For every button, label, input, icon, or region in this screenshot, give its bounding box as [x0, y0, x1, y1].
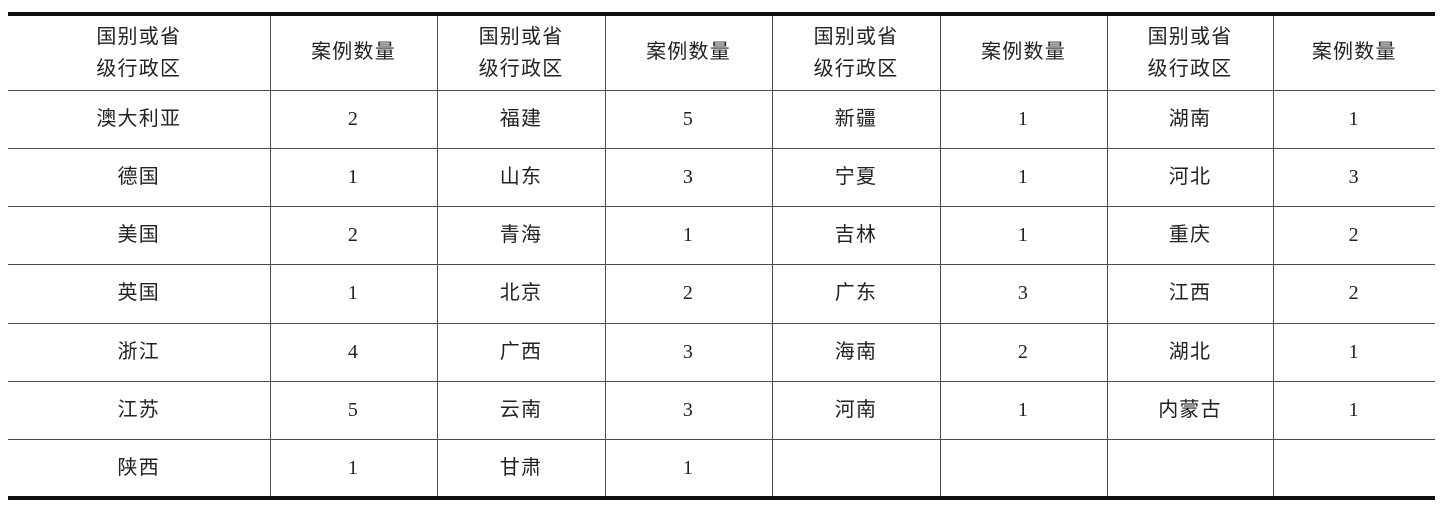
cases-by-region-table: 国别或省级行政区 案例数量 国别或省级行政区 案例数量 国别或省级行政区 案例数…	[8, 12, 1435, 500]
count-cell: 3	[604, 322, 773, 382]
region-header-label: 国别或省级行政区	[813, 25, 899, 80]
region-cell: 吉林	[771, 206, 941, 266]
table-row: 陕西 1 甘肃 1	[8, 439, 1435, 499]
region-cell: 北京	[436, 264, 606, 324]
count-cell: 3	[1272, 147, 1435, 208]
region-header-cell: 国别或省级行政区	[1106, 13, 1274, 91]
region-cell: 山东	[436, 147, 606, 208]
region-cell: 英国	[8, 264, 271, 324]
region-cell: 青海	[436, 206, 606, 266]
count-cell: 2	[604, 264, 773, 324]
region-cell: 广西	[436, 322, 606, 382]
region-header-label: 国别或省级行政区	[478, 25, 564, 80]
region-cell: 重庆	[1106, 206, 1274, 266]
region-header-cell: 国别或省级行政区	[771, 13, 941, 91]
count-cell: 3	[604, 147, 773, 208]
region-cell: 美国	[8, 206, 271, 266]
region-cell: 澳大利亚	[8, 89, 271, 149]
count-cell	[939, 439, 1108, 499]
region-cell: 福建	[436, 89, 606, 149]
count-cell: 1	[269, 439, 438, 499]
count-cell: 1	[604, 206, 773, 266]
count-header-label: 案例数量	[1311, 41, 1397, 64]
region-cell: 德国	[8, 147, 271, 208]
region-cell: 新疆	[771, 89, 941, 149]
region-cell: 海南	[771, 322, 941, 382]
count-header-cell: 案例数量	[1272, 13, 1435, 91]
count-cell: 3	[939, 264, 1108, 324]
count-cell: 1	[939, 380, 1108, 441]
count-cell: 4	[269, 322, 438, 382]
count-cell: 2	[1272, 264, 1435, 324]
region-cell: 广东	[771, 264, 941, 324]
table-row: 英国 1 北京 2 广东 3 江西 2	[8, 264, 1435, 324]
count-cell: 2	[939, 322, 1108, 382]
region-header-label: 国别或省级行政区	[96, 25, 182, 80]
count-cell: 1	[939, 206, 1108, 266]
region-cell: 河南	[771, 380, 941, 441]
region-cell	[1106, 439, 1274, 499]
count-cell: 1	[939, 89, 1108, 149]
header-row: 国别或省级行政区 案例数量 国别或省级行政区 案例数量 国别或省级行政区 案例数…	[8, 13, 1435, 91]
table-row: 德国 1 山东 3 宁夏 1 河北 3	[8, 147, 1435, 208]
table-row: 澳大利亚 2 福建 5 新疆 1 湖南 1	[8, 89, 1435, 149]
region-cell: 陕西	[8, 439, 271, 499]
count-header-label: 案例数量	[646, 41, 731, 64]
region-cell: 江苏	[8, 380, 271, 441]
table-row: 浙江 4 广西 3 海南 2 湖北 1	[8, 322, 1435, 382]
count-cell: 3	[604, 380, 773, 441]
table-row: 江苏 5 云南 3 河南 1 内蒙古 1	[8, 380, 1435, 441]
region-cell: 浙江	[8, 322, 271, 382]
region-cell	[771, 439, 941, 499]
count-cell: 5	[269, 380, 438, 441]
region-cell: 湖北	[1106, 322, 1274, 382]
count-header-label: 案例数量	[311, 41, 396, 64]
region-cell: 江西	[1106, 264, 1274, 324]
region-cell: 云南	[436, 380, 606, 441]
count-header-cell: 案例数量	[604, 13, 773, 91]
region-header-label: 国别或省级行政区	[1147, 25, 1233, 80]
count-cell: 1	[1272, 89, 1435, 149]
region-cell: 湖南	[1106, 89, 1274, 149]
count-cell	[1272, 439, 1435, 499]
region-header-cell: 国别或省级行政区	[8, 13, 271, 91]
count-cell: 2	[269, 89, 438, 149]
count-header-cell: 案例数量	[269, 13, 438, 91]
table-row: 美国 2 青海 1 吉林 1 重庆 2	[8, 206, 1435, 266]
region-cell: 宁夏	[771, 147, 941, 208]
count-cell: 1	[1272, 380, 1435, 441]
count-cell: 1	[269, 147, 438, 208]
count-cell: 1	[1272, 322, 1435, 382]
count-cell: 1	[269, 264, 438, 324]
count-cell: 5	[604, 89, 773, 149]
count-header-label: 案例数量	[981, 41, 1066, 64]
region-cell: 甘肃	[436, 439, 606, 499]
count-cell: 1	[939, 147, 1108, 208]
count-cell: 2	[1272, 206, 1435, 266]
count-header-cell: 案例数量	[939, 13, 1108, 91]
count-cell: 2	[269, 206, 438, 266]
count-cell: 1	[604, 439, 773, 499]
region-cell: 内蒙古	[1106, 380, 1274, 441]
region-cell: 河北	[1106, 147, 1274, 208]
region-header-cell: 国别或省级行政区	[436, 13, 606, 91]
